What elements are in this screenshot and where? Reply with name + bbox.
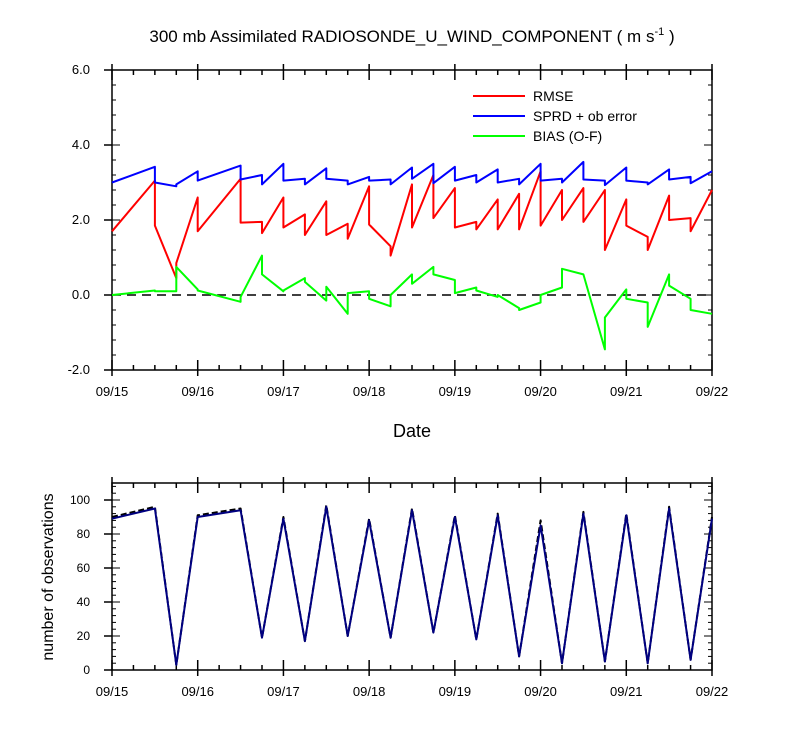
bottom-x-tick-label: 09/21	[610, 684, 643, 699]
bottom-y-tick-label: 80	[77, 527, 91, 541]
top-y-tick-label: -2.0	[68, 362, 90, 377]
top-x-tick-label: 09/18	[353, 384, 386, 399]
legend-label: RMSE	[533, 88, 573, 104]
top-y-tick-label: 4.0	[72, 137, 90, 152]
top-y-tick-label: 0.0	[72, 287, 90, 302]
bottom-y-tick-label: 100	[70, 493, 90, 507]
bottom-series-line-possible	[111, 504, 713, 666]
y-axis-label-observations: number of observations	[40, 493, 57, 660]
top-x-tick-label: 09/22	[696, 384, 729, 399]
top-x-tick-label: 09/21	[610, 384, 643, 399]
chart-title: 300 mb Assimilated RADIOSONDE_U_WIND_COM…	[149, 26, 674, 46]
chart-legend: RMSE SPRD + ob error BIAS (O-F)	[473, 88, 637, 144]
bottom-x-tick-label: 09/15	[96, 684, 129, 699]
top-series-line-bias-o-f	[111, 254, 713, 351]
legend-label: BIAS (O-F)	[533, 128, 602, 144]
top-series-group	[111, 160, 713, 351]
bottom-y-tick-label: 40	[77, 595, 91, 609]
bottom-x-tick-label: 09/20	[524, 684, 557, 699]
top-series-line-sprd-ob-error	[111, 160, 713, 188]
top-series-line-rmse	[111, 170, 713, 280]
bottom-x-tick-label: 09/18	[353, 684, 386, 699]
x-axis-label: Date	[393, 421, 431, 441]
top-x-tick-label: 09/20	[524, 384, 557, 399]
top-y-tick-label: 2.0	[72, 212, 90, 227]
bottom-x-tick-label: 09/17	[267, 684, 300, 699]
bottom-x-tick-label: 09/19	[439, 684, 472, 699]
bottom-x-tick-label: 09/22	[696, 684, 729, 699]
top-x-tick-label: 09/15	[96, 384, 129, 399]
bottom-series-group	[111, 504, 713, 666]
top-x-tick-label: 09/16	[181, 384, 214, 399]
top-y-tick-label: 6.0	[72, 62, 90, 77]
top-x-tick-label: 09/17	[267, 384, 300, 399]
top-axes: 09/15 09/16 09/17 09/18 09/19 09/20 09/21 09/22…	[68, 62, 729, 399]
bottom-y-tick-label: 20	[77, 629, 91, 643]
bottom-x-tick-label: 09/16	[181, 684, 214, 699]
bottom-series-line-used	[111, 505, 713, 666]
bottom-y-tick-label: 0	[83, 663, 90, 677]
bottom-y-tick-label: 60	[77, 561, 91, 575]
top-x-tick-label: 09/19	[439, 384, 472, 399]
legend-label: SPRD + ob error	[533, 108, 637, 124]
